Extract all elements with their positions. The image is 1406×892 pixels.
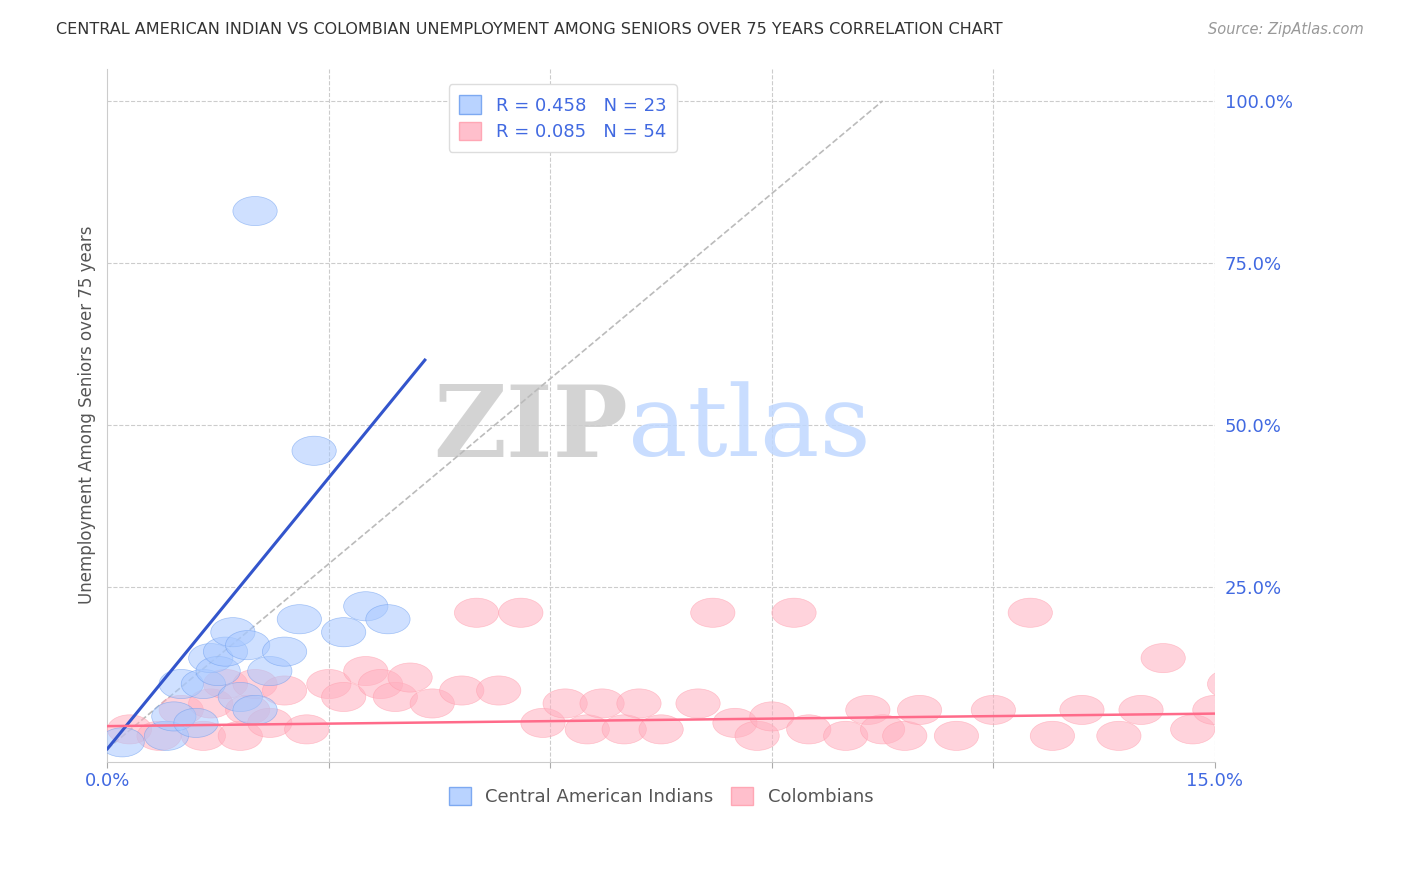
Ellipse shape [145,722,188,750]
Ellipse shape [477,676,520,705]
Text: CENTRAL AMERICAN INDIAN VS COLOMBIAN UNEMPLOYMENT AMONG SENIORS OVER 75 YEARS CO: CENTRAL AMERICAN INDIAN VS COLOMBIAN UNE… [56,22,1002,37]
Ellipse shape [174,708,218,738]
Ellipse shape [1008,599,1053,627]
Ellipse shape [322,617,366,647]
Ellipse shape [366,605,411,634]
Ellipse shape [454,599,499,627]
Ellipse shape [772,599,815,627]
Ellipse shape [411,689,454,718]
Ellipse shape [676,689,720,718]
Ellipse shape [247,657,292,686]
Ellipse shape [195,657,240,686]
Ellipse shape [713,708,756,738]
Ellipse shape [225,631,270,660]
Ellipse shape [233,196,277,226]
Ellipse shape [690,599,735,627]
Ellipse shape [218,722,263,750]
Ellipse shape [211,617,254,647]
Ellipse shape [749,702,794,731]
Ellipse shape [638,714,683,744]
Ellipse shape [152,702,195,731]
Ellipse shape [359,670,402,698]
Ellipse shape [1060,696,1104,724]
Ellipse shape [277,605,322,634]
Ellipse shape [824,722,868,750]
Ellipse shape [1171,714,1215,744]
Ellipse shape [565,714,609,744]
Ellipse shape [579,689,624,718]
Text: Source: ZipAtlas.com: Source: ZipAtlas.com [1208,22,1364,37]
Ellipse shape [602,714,647,744]
Ellipse shape [159,696,204,724]
Ellipse shape [1142,643,1185,673]
Ellipse shape [565,106,609,135]
Ellipse shape [233,696,277,724]
Legend: Central American Indians, Colombians: Central American Indians, Colombians [440,778,882,815]
Ellipse shape [1031,722,1074,750]
Ellipse shape [786,714,831,744]
Ellipse shape [440,676,484,705]
Ellipse shape [263,637,307,666]
Ellipse shape [263,676,307,705]
Ellipse shape [188,643,233,673]
Ellipse shape [617,689,661,718]
Ellipse shape [897,696,942,724]
Ellipse shape [520,708,565,738]
Ellipse shape [1208,670,1251,698]
Ellipse shape [292,436,336,466]
Ellipse shape [499,599,543,627]
Ellipse shape [491,106,536,135]
Ellipse shape [1119,696,1163,724]
Ellipse shape [284,714,329,744]
Ellipse shape [107,714,152,744]
Ellipse shape [204,670,247,698]
Ellipse shape [935,722,979,750]
Ellipse shape [307,670,352,698]
Text: atlas: atlas [628,381,870,477]
Ellipse shape [225,696,270,724]
Ellipse shape [883,722,927,750]
Ellipse shape [247,708,292,738]
Ellipse shape [845,696,890,724]
Ellipse shape [1192,696,1237,724]
Ellipse shape [181,670,225,698]
Ellipse shape [735,722,779,750]
Ellipse shape [218,682,263,712]
Ellipse shape [972,696,1015,724]
Ellipse shape [1097,722,1142,750]
Ellipse shape [860,714,905,744]
Y-axis label: Unemployment Among Seniors over 75 years: Unemployment Among Seniors over 75 years [79,226,96,605]
Ellipse shape [388,663,432,692]
Ellipse shape [204,637,247,666]
Ellipse shape [373,682,418,712]
Ellipse shape [343,591,388,621]
Ellipse shape [136,722,181,750]
Ellipse shape [100,728,145,757]
Ellipse shape [343,657,388,686]
Ellipse shape [181,722,225,750]
Ellipse shape [159,670,204,698]
Ellipse shape [188,689,233,718]
Ellipse shape [322,682,366,712]
Ellipse shape [1230,643,1274,673]
Ellipse shape [543,689,588,718]
Text: ZIP: ZIP [433,381,628,477]
Ellipse shape [233,670,277,698]
